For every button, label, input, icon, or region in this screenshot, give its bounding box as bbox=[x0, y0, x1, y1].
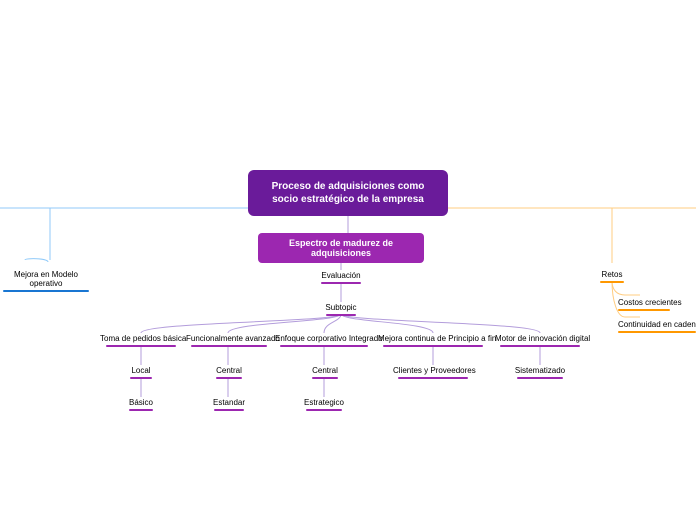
col2-l1: Enfoque corporativo Integrado bbox=[275, 334, 373, 347]
root-title: Proceso de adquisiciones como socio estr… bbox=[272, 181, 425, 205]
spectrum-node: Espectro de madurez de adquisiciones bbox=[258, 233, 424, 263]
underline bbox=[191, 345, 267, 347]
label-retos: Retos bbox=[600, 270, 624, 279]
underline bbox=[618, 331, 696, 333]
retos-node: Retos bbox=[600, 270, 624, 283]
underline bbox=[618, 309, 670, 311]
underline bbox=[326, 314, 356, 316]
label: Central bbox=[212, 366, 246, 375]
root-node: Proceso de adquisiciones como socio estr… bbox=[248, 170, 448, 216]
label: Mejora continua de Principio a fin bbox=[378, 334, 488, 343]
underline bbox=[280, 345, 368, 347]
col4-l2: Sistematizado bbox=[513, 366, 567, 379]
underline bbox=[398, 377, 468, 379]
label-mejora: Mejora en Modelo operativo bbox=[0, 270, 92, 288]
underline bbox=[500, 345, 580, 347]
label: Sistematizado bbox=[513, 366, 567, 375]
label: Toma de pedidos básica bbox=[100, 334, 182, 343]
label-eval: Evaluación bbox=[318, 271, 364, 280]
col0-l1: Toma de pedidos básica bbox=[100, 334, 182, 347]
underline bbox=[106, 345, 176, 347]
label: Motor de innovación digital bbox=[495, 334, 585, 343]
costos-node: Costos crecientes bbox=[618, 298, 682, 311]
label: Local bbox=[126, 366, 156, 375]
col1-l3: Estandar bbox=[210, 398, 248, 411]
underline bbox=[312, 377, 338, 379]
underline bbox=[306, 409, 342, 411]
underline bbox=[517, 377, 563, 379]
label: Estandar bbox=[210, 398, 248, 407]
col1-l1: Funcionalmente avanzado bbox=[186, 334, 272, 347]
col2-l3: Estrategico bbox=[302, 398, 346, 411]
label: Básico bbox=[125, 398, 157, 407]
col2-l2: Central bbox=[308, 366, 342, 379]
underline bbox=[321, 282, 361, 284]
underline bbox=[383, 345, 483, 347]
label: Clientes y Proveedores bbox=[393, 366, 473, 375]
label: Funcionalmente avanzado bbox=[186, 334, 272, 343]
label: Estrategico bbox=[302, 398, 346, 407]
col3-l1: Mejora continua de Principio a fin bbox=[378, 334, 488, 347]
label-costos: Costos crecientes bbox=[618, 298, 682, 307]
label-subtopic: Subtopic bbox=[322, 303, 360, 312]
underline bbox=[214, 409, 244, 411]
eval-node: Evaluación bbox=[318, 271, 364, 284]
col0-l3: Básico bbox=[125, 398, 157, 411]
label: Central bbox=[308, 366, 342, 375]
subtopic-node: Subtopic bbox=[322, 303, 360, 316]
underline bbox=[130, 377, 152, 379]
underline bbox=[129, 409, 153, 411]
spectrum-title: Espectro de madurez de adquisiciones bbox=[289, 238, 393, 258]
label-continuidad: Continuidad en cadena de s bbox=[618, 320, 696, 329]
col1-l2: Central bbox=[212, 366, 246, 379]
label: Enfoque corporativo Integrado bbox=[275, 334, 373, 343]
left-branch: Mejora en Modelo operativo bbox=[0, 270, 92, 292]
continuidad-node: Continuidad en cadena de s bbox=[618, 320, 696, 333]
underline bbox=[216, 377, 242, 379]
col0-l2: Local bbox=[126, 366, 156, 379]
col3-l2: Clientes y Proveedores bbox=[393, 366, 473, 379]
underline bbox=[600, 281, 624, 283]
col4-l1: Motor de innovación digital bbox=[495, 334, 585, 347]
underline bbox=[3, 290, 89, 292]
